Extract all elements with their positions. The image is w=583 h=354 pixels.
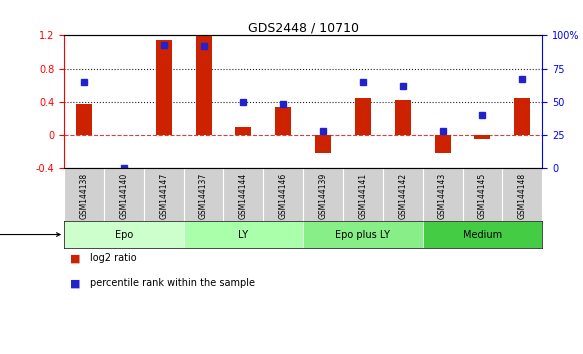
Bar (184, 168, 223, 221)
Title: GDS2448 / 10710: GDS2448 / 10710 (248, 21, 359, 34)
Text: GSM144147: GSM144147 (159, 172, 168, 219)
Bar (503, 168, 542, 221)
Bar (475, 135, 490, 139)
Bar (423, 221, 542, 248)
Bar (462, 168, 503, 221)
Bar (355, 98, 371, 135)
Bar (64, 221, 184, 248)
Text: GSM144145: GSM144145 (478, 172, 487, 219)
Text: GSM144140: GSM144140 (120, 172, 128, 219)
Bar (315, 135, 331, 153)
Bar (76, 104, 92, 135)
Text: ■: ■ (70, 253, 80, 263)
Bar (64, 168, 104, 221)
Text: Medium: Medium (463, 229, 502, 240)
Text: GSM144148: GSM144148 (518, 172, 527, 218)
Bar (383, 168, 423, 221)
Bar (104, 168, 144, 221)
Text: GSM144146: GSM144146 (279, 172, 288, 219)
Text: GSM144144: GSM144144 (239, 172, 248, 219)
Text: growth protocol: growth protocol (0, 230, 60, 239)
Text: Epo: Epo (115, 229, 133, 240)
Text: GSM144137: GSM144137 (199, 172, 208, 219)
Bar (195, 35, 212, 135)
Bar (144, 168, 184, 221)
Bar (223, 168, 264, 221)
Text: GSM144141: GSM144141 (359, 172, 367, 218)
Text: GSM144142: GSM144142 (398, 172, 408, 218)
Text: ■: ■ (70, 278, 80, 288)
Bar (423, 168, 462, 221)
Text: GSM144143: GSM144143 (438, 172, 447, 219)
Text: percentile rank within the sample: percentile rank within the sample (90, 278, 255, 288)
Text: log2 ratio: log2 ratio (90, 253, 137, 263)
Bar (264, 168, 303, 221)
Bar (343, 168, 383, 221)
Bar (395, 100, 410, 135)
Bar (156, 40, 172, 135)
Bar (275, 107, 292, 135)
Bar (236, 127, 251, 135)
Bar (435, 135, 451, 153)
Bar (184, 221, 303, 248)
Bar (303, 221, 423, 248)
Text: LY: LY (238, 229, 248, 240)
Bar (303, 168, 343, 221)
Bar (514, 98, 531, 135)
Text: GSM144139: GSM144139 (318, 172, 328, 219)
Text: GSM144138: GSM144138 (79, 172, 89, 218)
Text: Epo plus LY: Epo plus LY (335, 229, 391, 240)
